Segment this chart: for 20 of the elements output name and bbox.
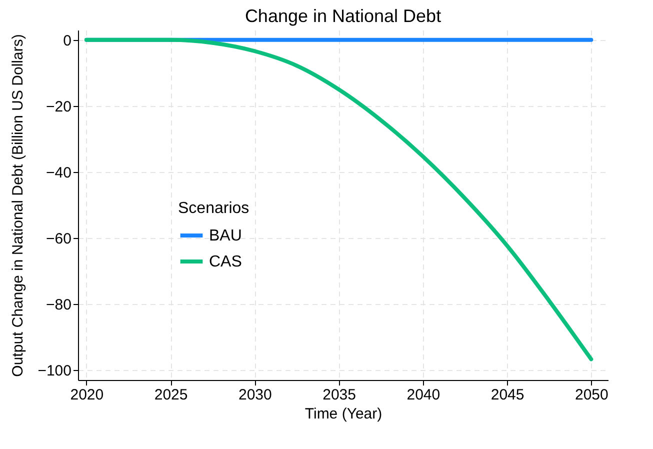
y-tick-label: 0 [63,32,72,50]
x-axis-title: Time (Year) [304,406,382,422]
x-tick-label: 2035 [322,386,356,404]
legend-title: Scenarios [178,200,250,217]
x-tick-label: 2045 [490,386,524,404]
chart-title: Change in National Debt [244,6,442,26]
y-tick-label: −20 [46,98,72,116]
y-tick-label: −40 [46,164,72,182]
x-tick-label: 2050 [574,386,608,404]
y-tick-label: −80 [46,296,72,314]
legend-label: BAU [209,228,242,244]
x-tick-label: 2020 [70,386,104,404]
line-series [84,38,594,362]
y-axis-title: Output Change in National Debt (Billion US Dollars) [10,34,27,377]
x-tick-label: 2025 [154,386,188,404]
y-tick-label: −60 [46,230,72,248]
y-tick-label: −100 [38,362,72,380]
x-tick-label: 2040 [406,386,440,404]
x-tick-label: 2030 [238,386,272,404]
legend-label: CAS [209,254,242,270]
